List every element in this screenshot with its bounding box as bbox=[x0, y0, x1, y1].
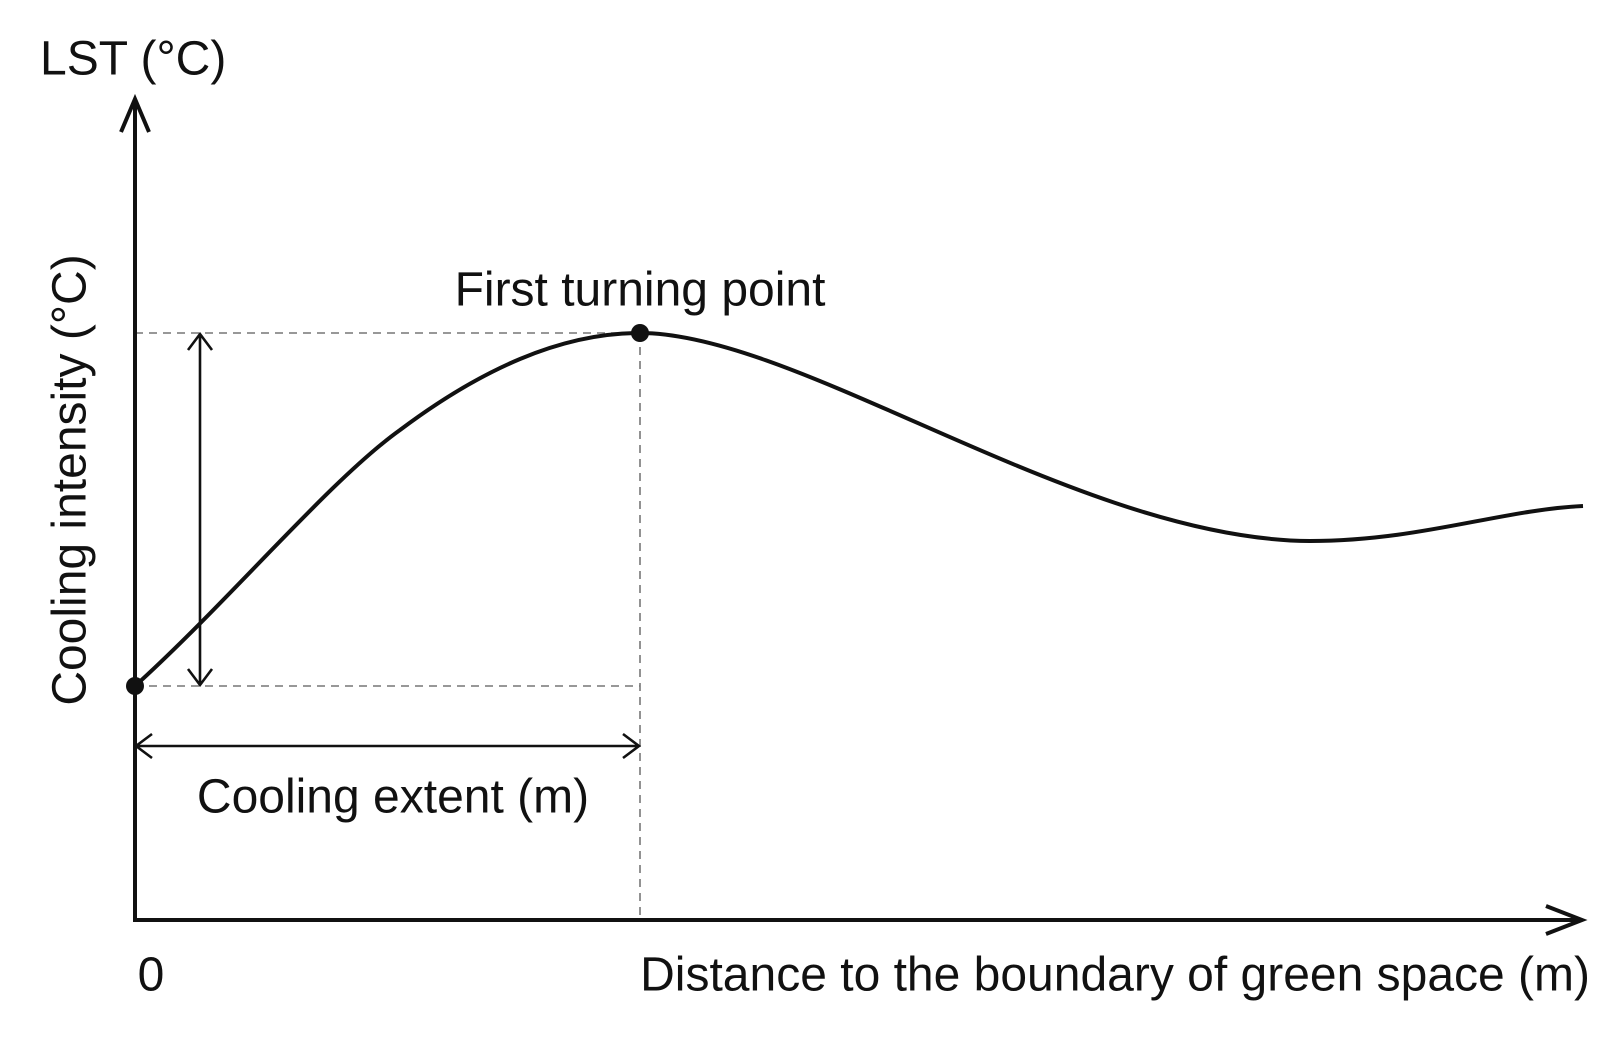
extent-label: Cooling extent (m) bbox=[197, 771, 589, 824]
intensity-arrow bbox=[186, 331, 214, 688]
x-axis-title: Distance to the boundary of green space … bbox=[640, 949, 1590, 1002]
origin-label: 0 bbox=[138, 949, 165, 1002]
intensity-label: Cooling intensity (°C) bbox=[44, 254, 97, 705]
lst-curve bbox=[133, 330, 1584, 688]
start-point bbox=[126, 677, 144, 695]
y-axis-title: LST (°C) bbox=[40, 33, 226, 86]
turning-point bbox=[631, 324, 649, 342]
x-axis bbox=[133, 904, 1588, 936]
turning-point-label: First turning point bbox=[455, 264, 826, 317]
y-axis bbox=[119, 93, 151, 920]
extent-arrow bbox=[133, 732, 642, 760]
guide-lines bbox=[135, 332, 641, 920]
